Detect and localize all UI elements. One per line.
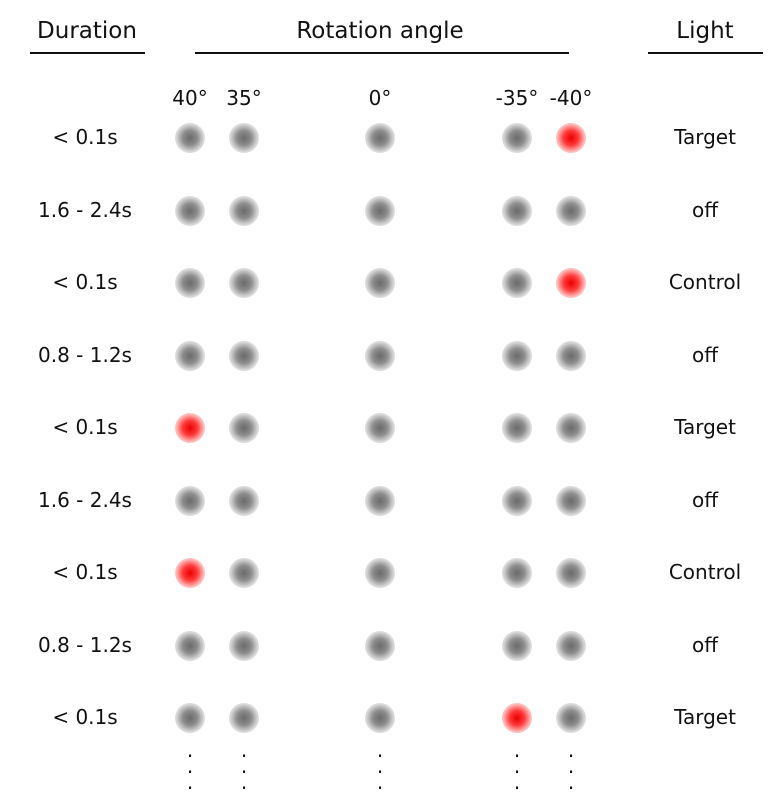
light-dot (229, 123, 259, 153)
duration-label: 1.6 - 2.4s (38, 487, 132, 512)
light-state-label: off (691, 487, 718, 512)
duration-label: 0.8 - 1.2s (38, 342, 132, 367)
continuation-ellipsis: . . . (186, 738, 194, 794)
light-dot (229, 558, 259, 588)
light-dot (365, 123, 395, 153)
light-dot (175, 485, 205, 516)
light-state-label: Control (668, 560, 742, 584)
light-dot (365, 268, 395, 298)
light-dot (365, 485, 395, 516)
lit-light-dot (175, 413, 205, 443)
angle-label: -40° (549, 86, 593, 110)
angle-label: -35° (495, 86, 539, 110)
angle-label: 0° (368, 86, 392, 110)
duration-label: < 0.1s (52, 705, 118, 729)
light-dot (365, 340, 395, 371)
continuation-ellipsis: . . . (513, 738, 521, 794)
light-header: Light (676, 18, 734, 44)
light-dot (229, 630, 259, 661)
light-dot (229, 195, 259, 226)
light-dot (175, 703, 205, 733)
light-dot (229, 268, 259, 298)
light-dot (229, 703, 259, 733)
light-dot (365, 413, 395, 443)
light-dot (502, 268, 532, 298)
light-dot (229, 485, 259, 516)
light-dot (556, 485, 586, 516)
duration-label: < 0.1s (52, 415, 118, 439)
light-dot (502, 413, 532, 443)
light-dot (556, 558, 586, 588)
light-dot (365, 703, 395, 733)
light-state-label: off (691, 197, 718, 222)
duration-label: < 0.1s (52, 560, 118, 584)
light-dot (365, 630, 395, 661)
angle-label: 35° (226, 86, 262, 110)
light-state-label: Control (668, 270, 742, 294)
light-dot (556, 413, 586, 443)
light-dot (175, 268, 205, 298)
lit-light-dot (175, 558, 205, 588)
light-dot (556, 340, 586, 371)
light-dot (175, 123, 205, 153)
lit-light-dot (502, 703, 532, 733)
light-dot (365, 558, 395, 588)
continuation-ellipsis: . . . (376, 738, 384, 794)
duration-label: 1.6 - 2.4s (38, 197, 132, 222)
duration-label: < 0.1s (52, 125, 118, 149)
duration-header: Duration (37, 18, 137, 44)
light-dot (175, 340, 205, 371)
rotation-angle-header-underline (195, 52, 569, 54)
light-state-label: Target (674, 415, 736, 439)
light-dot (229, 413, 259, 443)
light-dot (175, 630, 205, 661)
lit-light-dot (556, 268, 586, 298)
light-state-label: off (691, 632, 718, 657)
light-dot (502, 558, 532, 588)
duration-header-underline (30, 52, 145, 54)
light-dot (556, 703, 586, 733)
light-dot (556, 195, 586, 226)
light-dot (502, 195, 532, 226)
light-header-underline (648, 52, 763, 54)
continuation-ellipsis: . . . (567, 738, 575, 794)
light-dot (502, 123, 532, 153)
light-state-label: Target (674, 705, 736, 729)
rotation-angle-header: Rotation angle (296, 18, 464, 44)
angle-label: 40° (172, 86, 208, 110)
duration-label: < 0.1s (52, 270, 118, 294)
light-dot (365, 195, 395, 226)
light-dot (502, 340, 532, 371)
light-dot (556, 630, 586, 661)
light-state-label: Target (674, 125, 736, 149)
light-dot (502, 485, 532, 516)
duration-label: 0.8 - 1.2s (38, 632, 132, 657)
light-state-label: off (691, 342, 718, 367)
continuation-ellipsis: . . . (240, 738, 248, 794)
light-dot (502, 630, 532, 661)
light-dot (229, 340, 259, 371)
lit-light-dot (556, 123, 586, 153)
light-dot (175, 195, 205, 226)
